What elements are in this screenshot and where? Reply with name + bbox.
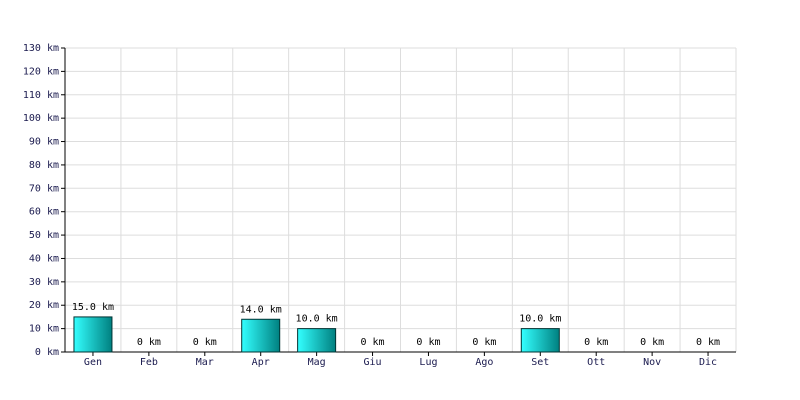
y-tick-label: 110 km [23,90,59,101]
x-tick-label: Nov [643,357,661,368]
value-label: 0 km [193,337,217,348]
value-label: 14.0 km [240,304,282,315]
y-tick-label: 100 km [23,113,59,124]
value-label: 0 km [696,337,720,348]
bar [241,318,281,353]
y-tick-label: 10 km [29,324,59,335]
y-tick-label: 70 km [29,183,59,194]
x-tick-label: Set [531,357,549,368]
value-label: 0 km [416,337,440,348]
x-tick-label: Lug [419,357,437,368]
y-tick-label: 0 km [35,347,59,358]
y-tick-label: 60 km [29,207,59,218]
bar [297,328,337,353]
y-tick-label: 120 km [23,66,59,77]
value-label: 10.0 km [519,314,561,325]
y-tick-label: 30 km [29,277,59,288]
y-tick-label: 130 km [23,43,59,54]
y-tick-label: 80 km [29,160,59,171]
x-tick-label: Ott [587,357,605,368]
y-tick-label: 90 km [29,137,59,148]
bar [73,316,113,353]
value-label: 0 km [137,337,161,348]
x-tick-label: Apr [252,357,270,368]
y-tick-label: 20 km [29,300,59,311]
value-label: 0 km [640,337,664,348]
y-tick-label: 50 km [29,230,59,241]
x-tick-label: Mag [308,357,326,368]
x-tick-label: Ago [475,357,493,368]
x-tick-label: Mar [196,357,214,368]
value-label: 0 km [360,337,384,348]
value-label: 15.0 km [72,302,114,313]
value-label: 10.0 km [296,314,338,325]
value-label: 0 km [584,337,608,348]
x-tick-label: Gen [84,357,102,368]
x-tick-label: Giu [364,357,382,368]
x-tick-label: Dic [699,357,717,368]
y-tick-label: 40 km [29,253,59,264]
x-tick-label: Feb [140,357,158,368]
value-label: 0 km [472,337,496,348]
bar [520,328,560,353]
